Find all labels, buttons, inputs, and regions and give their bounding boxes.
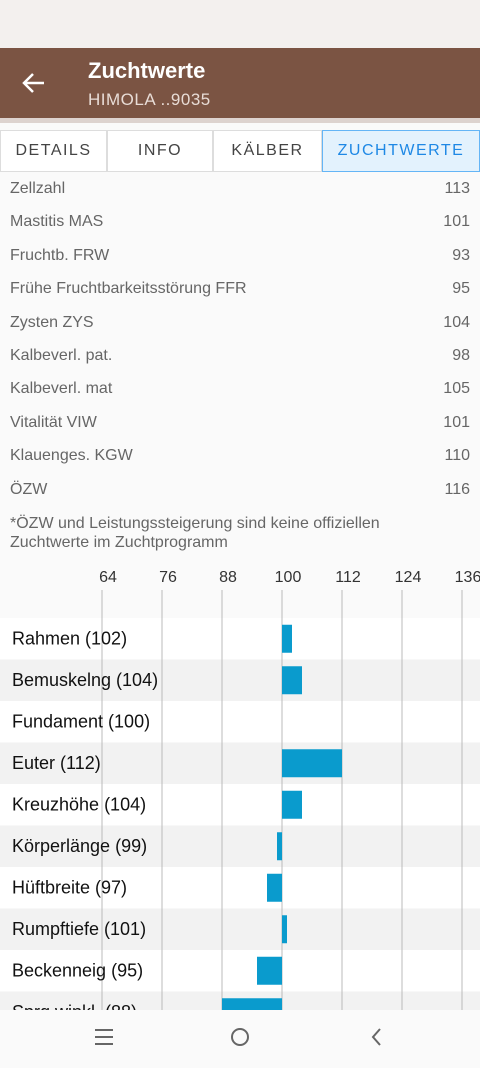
bar (267, 873, 282, 902)
category-label: Rumpftiefe (101) (12, 919, 146, 939)
row-label: ÖZW (10, 480, 48, 498)
x-tick-label: 136 (455, 569, 480, 586)
row-value: 105 (443, 380, 470, 398)
app-bar: Zuchtwerte HIMOLA ..9035 (0, 48, 480, 118)
category-label: Fundament (100) (12, 712, 150, 732)
chart: 64 76 88 100 112 124 136 Rahmen (102) Bemuskelng… (0, 569, 480, 1010)
row-value: 98 (452, 347, 470, 364)
value-row: Frühe Fruchtbarkeitsstörung FFR 95 (10, 280, 470, 298)
row-value: 110 (444, 447, 470, 465)
value-row: ÖZW 116 (10, 481, 470, 499)
bar (282, 666, 302, 695)
x-tick-label: 124 (395, 569, 422, 586)
value-row: Mastitis MAS 101 (10, 213, 470, 231)
value-row: Klauenges. KGW 110 (10, 447, 470, 465)
recent-apps[interactable] (95, 1029, 113, 1045)
row-band (0, 908, 480, 950)
x-tick-label: 100 (275, 569, 302, 586)
value-row: Kalbeverl. mat 105 (10, 380, 470, 398)
value-row: Kalbeverl. pat. 98 (10, 347, 470, 365)
row-label: Kalbeverl. mat (10, 380, 113, 398)
x-tick-label: 64 (99, 569, 117, 586)
back[interactable] (371, 1028, 381, 1046)
x-tick-label: 76 (159, 569, 177, 586)
note: *ÖZW und Leistungssteigerung sind keine … (10, 515, 380, 551)
value-row: Zysten ZYS 104 (10, 314, 470, 332)
row-value: 113 (444, 180, 470, 197)
value-row: Vitalität VIW 101 (10, 414, 470, 432)
row-value: 95 (452, 280, 470, 298)
x-tick-label: 112 (335, 569, 361, 586)
category-label: Kreuzhöhe (104) (12, 795, 146, 815)
row-label: Frühe Fruchtbarkeitsstörung FFR (10, 280, 247, 298)
bar (277, 832, 282, 861)
row-value: 116 (444, 480, 470, 498)
tab[interactable]: DETAILS (0, 130, 107, 172)
row-value: 101 (443, 413, 470, 431)
row-label: Kalbeverl. pat. (10, 347, 113, 364)
row-label: Zysten ZYS (10, 313, 94, 331)
divider (0, 118, 480, 123)
title: Zuchtwerte (88, 58, 206, 83)
row-label: Vitalität VIW (10, 413, 97, 431)
row-band (0, 742, 480, 784)
row-value: 101 (443, 213, 470, 231)
tab[interactable]: INFO (107, 130, 213, 172)
bar (257, 956, 282, 985)
category-label: Hüftbreite (97) (12, 878, 127, 898)
category-label: Rahmen (102) (12, 629, 127, 649)
bar (282, 624, 292, 653)
subtitle: HIMOLA ..9035 (88, 90, 211, 109)
category-label: Euter (112) (12, 753, 101, 773)
bar (282, 790, 302, 819)
back-button[interactable] (22, 72, 46, 94)
row-value: 104 (443, 313, 470, 331)
row-label: Zellzahl (10, 180, 66, 197)
row-band (0, 825, 480, 867)
category-label: Bemuskelng (104) (12, 670, 158, 690)
bar (282, 915, 287, 944)
row-band (0, 950, 480, 992)
x-tick-label: 88 (219, 569, 237, 586)
row-band (0, 867, 480, 909)
tab[interactable]: KÄLBER (213, 130, 322, 172)
row-band (0, 618, 480, 660)
category-label: Körperlänge (99) (12, 836, 147, 856)
value-row: Fruchtb. FRW 93 (10, 247, 470, 265)
nav-bar (0, 1010, 480, 1063)
row-value: 93 (452, 246, 470, 264)
row-band (0, 701, 480, 743)
category-label: Beckenneig (95) (12, 961, 143, 981)
bar (222, 998, 282, 1010)
value-row: Zellzahl 113 (10, 180, 470, 198)
category-label: Sprg.winkl. (88) (12, 1002, 137, 1010)
status-bar (0, 0, 480, 48)
row-band (0, 784, 480, 826)
tab[interactable]: ZUCHTWERTE (322, 130, 480, 172)
bar (282, 749, 342, 778)
row-label: Mastitis MAS (10, 213, 104, 231)
nav-icons (95, 1028, 381, 1046)
row-label: Klauenges. KGW (10, 447, 133, 465)
row-label: Fruchtb. FRW (10, 246, 110, 264)
row-band (0, 659, 480, 701)
home[interactable] (231, 1028, 249, 1046)
